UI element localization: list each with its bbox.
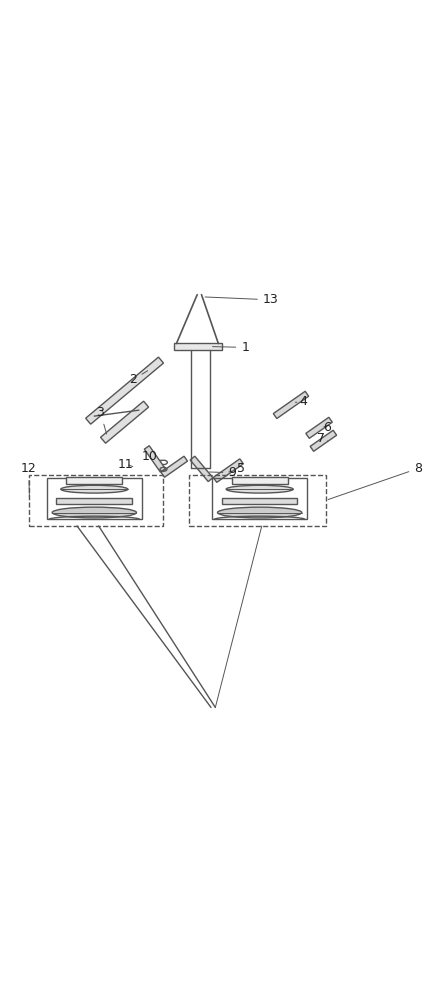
Bar [189,475,325,526]
Text: 11: 11 [118,458,134,471]
Polygon shape [100,401,148,443]
Text: 8: 8 [327,462,421,500]
Text: 13: 13 [205,293,278,306]
Text: 3: 3 [96,406,106,434]
Text: 9: 9 [209,466,236,479]
Bar [212,478,306,519]
Polygon shape [213,459,243,482]
Bar [47,478,141,519]
Ellipse shape [52,507,136,518]
Bar [56,498,132,504]
Polygon shape [85,357,163,424]
Polygon shape [190,456,212,482]
Ellipse shape [217,507,301,518]
Text: 12: 12 [21,462,36,498]
Bar [66,477,122,484]
Text: 4: 4 [295,395,307,408]
Text: 2: 2 [128,371,148,386]
Ellipse shape [61,485,128,493]
Bar [221,498,297,504]
Text: 1: 1 [212,341,249,354]
Text: 7: 7 [316,432,327,445]
Ellipse shape [226,485,293,493]
Bar [231,477,287,484]
Bar [174,343,221,350]
Bar [30,475,163,526]
Text: 6: 6 [322,421,331,434]
Polygon shape [309,430,336,451]
Polygon shape [273,391,308,419]
Polygon shape [144,446,165,472]
Text: 5: 5 [228,462,244,475]
Text: 10: 10 [141,450,161,463]
Polygon shape [305,417,332,438]
Polygon shape [161,456,187,477]
